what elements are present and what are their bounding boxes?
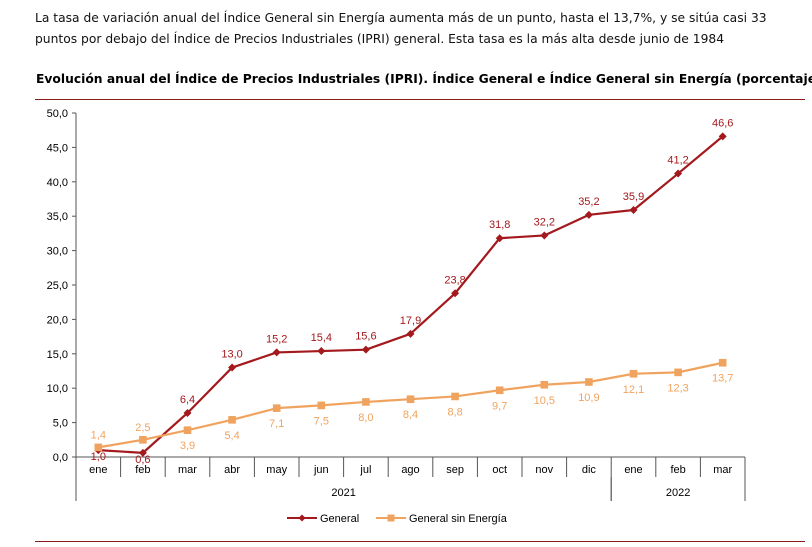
x-tick-label: sep [446,464,464,476]
y-tick-label: 35,0 [47,211,68,223]
general-data-label: 46,6 [712,117,733,129]
year-label: 2022 [666,487,690,499]
general-data-label: 35,2 [578,196,599,208]
general-data-point [317,347,326,356]
top-rule [35,99,805,100]
general-sin-energia-data-label: 8,4 [403,409,418,421]
general-data-point [361,345,370,354]
general-data-point [674,169,683,178]
chart-title: Evolución anual del Índice de Precios In… [36,72,812,86]
general-sin-energia-data-label: 2,5 [135,422,150,434]
x-tick-label: ene [89,464,107,476]
general-sin-energia-data-point [585,378,593,386]
general-sin-energia-data-label: 7,1 [269,418,284,430]
general-sin-energia-data-point [674,368,682,377]
general-data-point [584,210,593,219]
general-sin-energia-data-point [540,380,549,389]
general-sin-energia-data-point [139,436,147,444]
x-tick-label: may [266,464,287,476]
x-tick-label: ene [624,464,642,476]
x-tick-label: feb [135,464,150,476]
x-tick-label: jun [313,464,329,476]
general-sin-energia-data-point [272,404,281,412]
y-tick-label: 15,0 [47,349,68,361]
general-sin-energia-data-label: 13,7 [712,373,733,385]
general-sin-energia-data-label: 10,9 [578,392,599,404]
x-tick-label: dic [582,464,597,476]
general-legend-label: General [320,513,359,525]
y-tick-label: 0,0 [53,452,68,464]
general-data-label: 15,6 [355,331,376,343]
general-data-label: 31,8 [489,219,510,231]
y-tick-label: 10,0 [47,383,68,395]
x-tick-label: jul [359,464,371,476]
x-tick-label: mar [178,464,197,476]
general-sin-energia-data-label: 12,3 [667,382,688,394]
x-tick-label: feb [670,464,685,476]
general-sin-energia-data-point [94,443,103,452]
general-data-label: 32,2 [534,216,555,228]
general-sin-energia-data-point [406,395,415,404]
general-data-label: 1,0 [91,451,106,463]
general-data-point [138,448,147,457]
general-legend-marker [298,514,306,522]
x-tick-label: mar [713,464,732,476]
x-tick-label: ago [401,464,419,476]
general-data-label: 41,2 [667,155,688,167]
general-data-point [495,234,504,243]
x-tick-label: nov [535,464,553,476]
general-sin-energia-data-label: 1,4 [91,429,106,441]
general-data-point [228,363,237,372]
general-data-point [540,231,549,240]
general-sin-energia-data-point [451,392,459,401]
bottom-rule [35,541,805,542]
general-sin-energia-data-label: 5,4 [224,430,239,442]
y-tick-label: 25,0 [47,280,68,292]
general-data-point [272,348,281,357]
general-sin-energia-data-point [629,369,638,378]
general-sin-energia-data-label: 3,9 [180,440,195,452]
general-data-label: 17,9 [400,315,421,327]
general-data-label: 13,0 [221,349,242,361]
general-sin-energia-data-point [317,401,326,410]
y-tick-label: 30,0 [47,246,68,258]
general-data-point [183,408,192,417]
general-sin-energia-legend-marker [387,514,395,522]
general-data-point [451,289,460,298]
general-sin-energia-data-point [495,386,504,395]
general-data-point [406,329,415,338]
x-tick-label: oct [492,464,507,476]
general-data-label: 0,6 [135,454,150,466]
general-sin-energia-data-label: 7,5 [314,415,329,427]
general-sin-energia-data-point [718,358,727,367]
general-sin-energia-data-point [183,426,192,434]
y-tick-label: 20,0 [47,314,68,326]
intro-paragraph: La tasa de variación anual del Índice Ge… [35,11,767,46]
general-data-label: 35,9 [623,191,644,203]
general-data-label: 23,8 [444,274,465,286]
y-tick-label: 40,0 [47,177,68,189]
general-data-label: 15,4 [311,332,332,344]
general-sin-energia-legend-label: General sin Energía [409,513,508,525]
general-data-point [629,206,638,215]
general-data-label: 6,4 [180,394,195,406]
general-sin-energia-data-label: 10,5 [534,395,555,407]
x-tick-label: abr [224,464,240,476]
general-data-point [718,132,727,141]
general-sin-energia-data-label: 8,8 [447,406,462,418]
y-tick-label: 50,0 [47,108,68,120]
general-sin-energia-data-label: 9,7 [492,400,507,412]
year-label: 2021 [331,487,355,499]
y-tick-label: 45,0 [47,142,68,154]
general-sin-energia-data-label: 8,0 [358,412,373,424]
y-tick-label: 5,0 [53,418,68,430]
general-sin-energia-data-label: 12,1 [623,384,644,396]
general-sin-energia-data-point [362,398,370,406]
general-sin-energia-data-point [228,416,236,424]
general-data-label: 15,2 [266,333,287,345]
